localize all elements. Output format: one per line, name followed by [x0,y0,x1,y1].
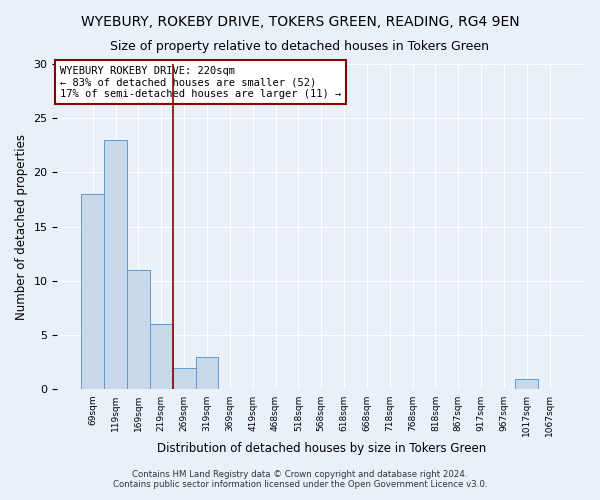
Bar [515,378,538,390]
Bar [104,140,127,390]
Text: WYEBURY ROKEBY DRIVE: 220sqm
← 83% of detached houses are smaller (52)
17% of se: WYEBURY ROKEBY DRIVE: 220sqm ← 83% of de… [60,66,341,99]
Bar [196,357,218,390]
Bar [173,368,196,390]
X-axis label: Distribution of detached houses by size in Tokers Green: Distribution of detached houses by size … [157,442,486,455]
Bar [82,194,104,390]
Y-axis label: Number of detached properties: Number of detached properties [15,134,28,320]
Bar [127,270,150,390]
Text: WYEBURY, ROKEBY DRIVE, TOKERS GREEN, READING, RG4 9EN: WYEBURY, ROKEBY DRIVE, TOKERS GREEN, REA… [80,15,520,29]
Text: Contains HM Land Registry data © Crown copyright and database right 2024.
Contai: Contains HM Land Registry data © Crown c… [113,470,487,489]
Text: Size of property relative to detached houses in Tokers Green: Size of property relative to detached ho… [110,40,490,53]
Bar [150,324,173,390]
